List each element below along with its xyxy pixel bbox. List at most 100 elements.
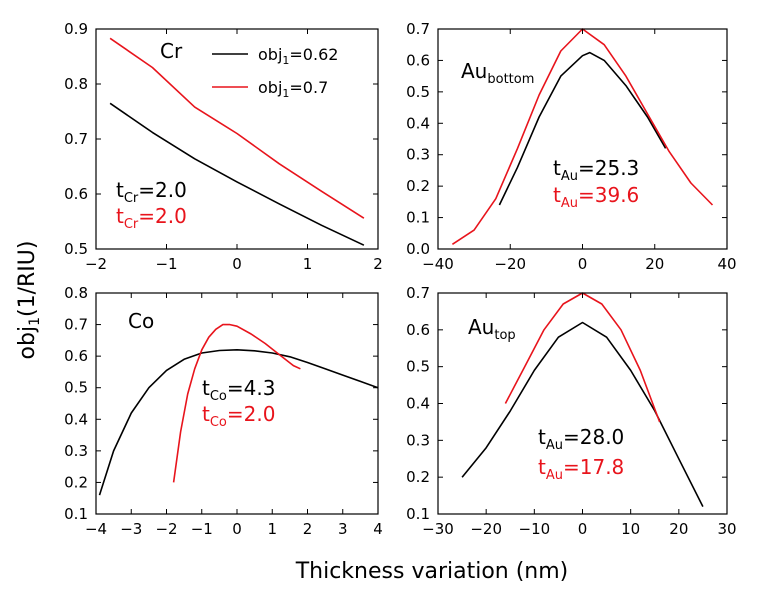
panel-cr: −2 −1 0 1 20.50.60.70.80.9CrtCr=2.0tCr=2.0ob… — [64, 20, 383, 273]
annotation-value: =4.3 — [227, 376, 276, 400]
thickness-annotation: tCo=4.3 — [202, 376, 275, 404]
annotation-sub: Au — [561, 196, 578, 211]
x-tick-label: 0 — [578, 255, 588, 273]
y-tick-label: 0.5 — [406, 358, 430, 376]
panel-title-sub: bottom — [487, 72, 534, 87]
legend-label-base: obj — [258, 45, 282, 64]
thickness-annotation: tCo=2.0 — [202, 402, 275, 430]
panel-title: Autop — [468, 315, 516, 343]
series-line-black — [461, 321, 704, 507]
x-tick-label: −4 — [85, 520, 107, 538]
y-axis-label-unit: (1/RIU) — [15, 241, 40, 317]
x-tick-label: 0 — [232, 255, 242, 273]
panel-title: Aubottom — [461, 59, 534, 87]
y-tick-label: 0.0 — [406, 240, 430, 258]
annotation-value: =2.0 — [227, 402, 276, 426]
y-tick-label: 0.3 — [406, 146, 430, 164]
series-line-red — [451, 28, 714, 245]
thickness-annotation: tAu=17.8 — [538, 455, 624, 483]
x-tick-label: −2 — [155, 520, 177, 538]
series-line-black — [498, 51, 667, 206]
y-tick-label: 0.6 — [406, 51, 430, 69]
y-tick-label: 0.3 — [64, 442, 88, 460]
annotation-base: t — [116, 178, 124, 202]
x-tick-label: −20 — [470, 520, 502, 538]
x-tick-label: −40 — [422, 255, 454, 273]
x-tick-label: 4 — [373, 520, 383, 538]
y-tick-label: 0.3 — [406, 431, 430, 449]
annotation-base: t — [538, 455, 546, 479]
y-tick-label: 0.1 — [406, 209, 430, 227]
panels-layer: −2 −1 0 1 20.50.60.70.80.9CrtCr=2.0tCr=2.0ob… — [64, 20, 736, 538]
annotation-sub: Co — [210, 415, 227, 430]
legend: obj1=0.62 obj1=0.7 — [212, 45, 338, 100]
x-tick-label: 1 — [303, 255, 313, 273]
annotation-sub: Au — [561, 169, 578, 184]
y-tick-label: 0.2 — [406, 177, 430, 195]
axes-frame — [437, 292, 728, 515]
y-axis-label-sub: 1 — [27, 317, 43, 326]
x-tick-label: −2 — [85, 255, 107, 273]
panel-title: Cr — [160, 39, 183, 63]
panel-co: −4 −3 −2 −1 0 1 2 3 40.10.20.30.40.50.60.70.8Cot… — [64, 284, 383, 538]
x-tick-label: −1 — [191, 520, 213, 538]
x-tick-label: 20 — [645, 255, 664, 273]
axes-frame — [95, 28, 379, 250]
panel-title: Co — [128, 309, 154, 333]
y-tick-label: 0.1 — [64, 505, 88, 523]
annotation-value: =17.8 — [563, 455, 624, 479]
panel-title-sub: top — [494, 328, 515, 343]
axes-frame — [95, 292, 379, 515]
x-tick-label: −1 — [155, 255, 177, 273]
thickness-annotation: tAu=28.0 — [538, 425, 624, 453]
legend-label: obj1=0.7 — [258, 78, 328, 100]
annotation-value: =2.0 — [138, 178, 187, 202]
series-line-red — [109, 37, 365, 219]
y-tick-label: 0.5 — [64, 379, 88, 397]
thickness-annotation: tAu=39.6 — [553, 183, 639, 211]
y-tick-label: 0.7 — [64, 130, 88, 148]
annotation-base: t — [553, 183, 561, 207]
panel-title-base: Co — [128, 309, 154, 333]
panel-title-base: Cr — [160, 39, 183, 63]
series-line-red — [172, 323, 301, 483]
legend-label-sub: 1 — [282, 54, 289, 67]
thickness-annotation: tAu=25.3 — [553, 156, 639, 184]
thickness-annotation: tCr=2.0 — [116, 204, 187, 232]
x-tick-label: 2 — [373, 255, 383, 273]
annotation-base: t — [202, 402, 210, 426]
y-tick-label: 0.9 — [64, 20, 88, 38]
x-tick-label: 0 — [578, 520, 588, 538]
series-line-black — [98, 348, 379, 496]
y-tick-label: 0.7 — [406, 20, 430, 38]
annotation-base: t — [553, 156, 561, 180]
x-tick-label: 40 — [717, 255, 736, 273]
y-tick-label: 0.8 — [64, 284, 88, 302]
x-tick-label: −30 — [422, 520, 454, 538]
y-tick-label: 0.7 — [406, 284, 430, 302]
y-tick-label: 0.6 — [406, 321, 430, 339]
panel-au_bottom: −40 −20 0 20 400.00.10.20.30.40.50.60.7Aubot… — [406, 20, 736, 273]
legend-label-base: obj — [258, 78, 282, 97]
x-tick-label: 30 — [717, 520, 736, 538]
annotation-sub: Cr — [124, 217, 139, 232]
y-tick-label: 0.8 — [64, 75, 88, 93]
y-tick-label: 0.4 — [406, 395, 430, 413]
panel-title-base: Au — [468, 315, 494, 339]
series-line-red — [504, 292, 661, 423]
y-tick-label: 0.7 — [64, 316, 88, 334]
annotation-base: t — [202, 376, 210, 400]
y-tick-label: 0.6 — [64, 347, 88, 365]
series-line-black — [109, 102, 365, 246]
x-tick-label: 20 — [669, 520, 688, 538]
legend-label: obj1=0.62 — [258, 45, 338, 67]
legend-label-sub: 1 — [282, 87, 289, 100]
y-tick-label: 0.1 — [406, 505, 430, 523]
y-tick-label: 0.2 — [64, 473, 88, 491]
x-tick-label: 1 — [267, 520, 277, 538]
annotation-value: =2.0 — [138, 204, 187, 228]
annotation-sub: Co — [210, 389, 227, 404]
annotation-sub: Au — [546, 438, 563, 453]
x-axis-label: Thickness variation (nm) — [295, 559, 569, 584]
